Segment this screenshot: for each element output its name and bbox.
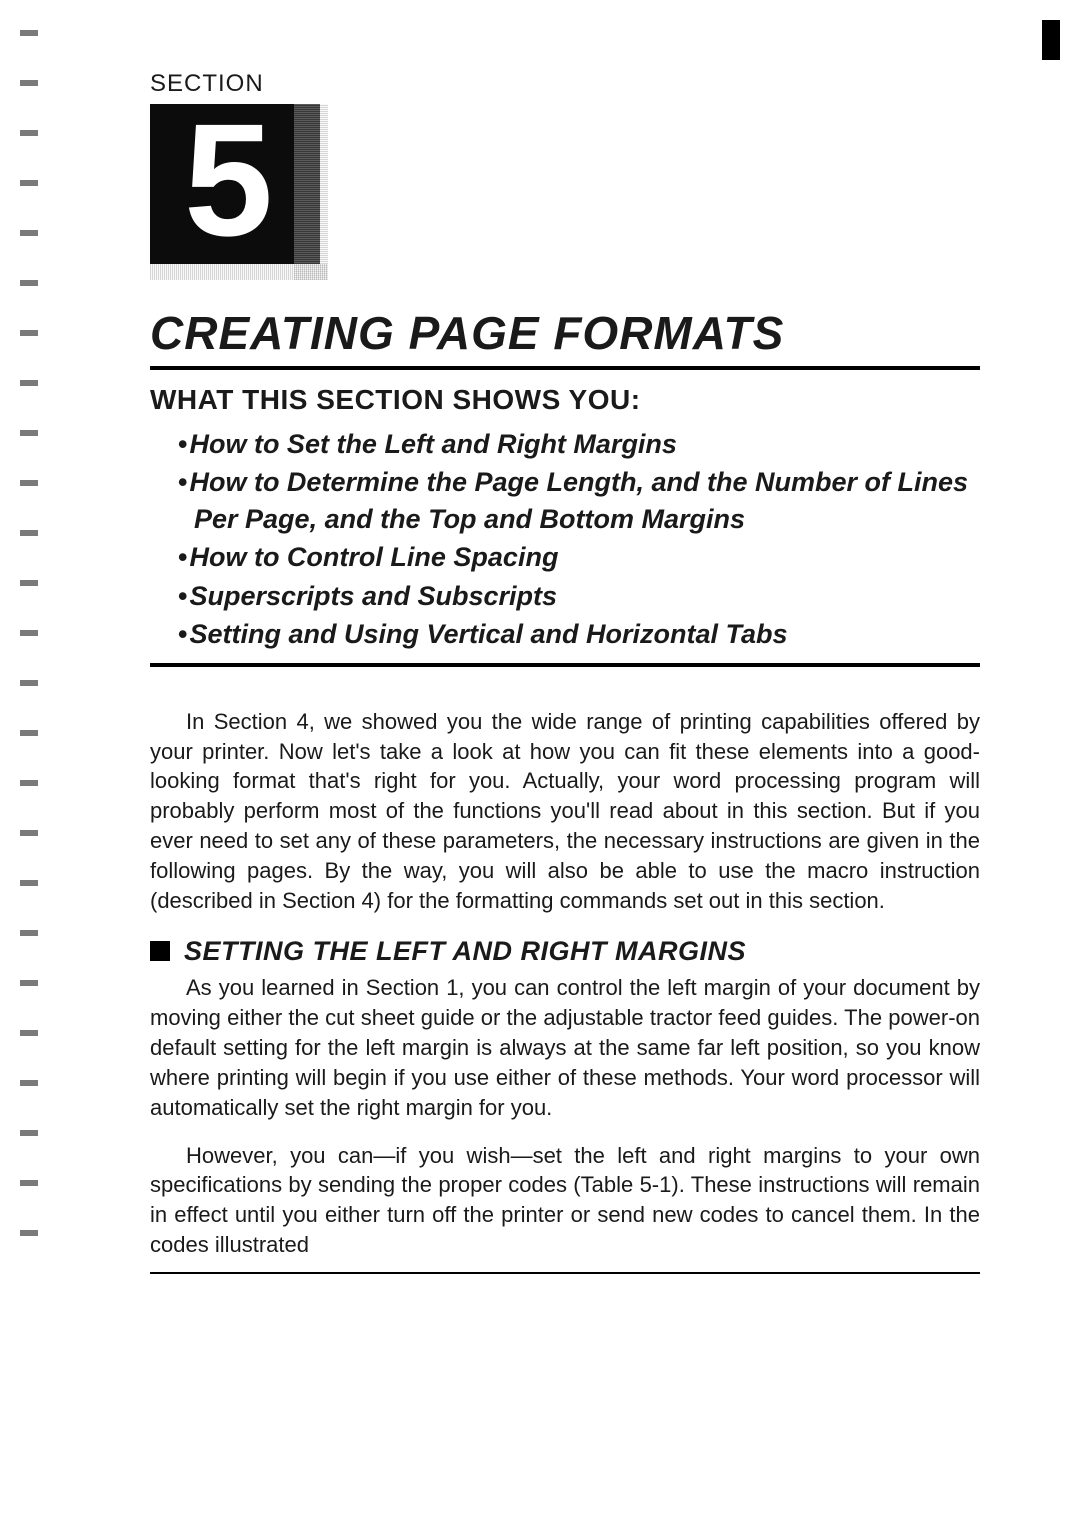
subheading-row: SETTING THE LEFT AND RIGHT MARGINS (150, 936, 980, 967)
square-bullet-icon (150, 941, 170, 961)
corner-black-mark (1042, 20, 1060, 60)
toc-text: How to Set the Left and Right Margins (189, 429, 677, 459)
section-label: SECTION (150, 70, 980, 98)
toc-text: Superscripts and Subscripts (189, 581, 557, 611)
bullet-icon: • (178, 581, 187, 611)
paragraph: In Section 4, we showed you the wide ran… (150, 707, 980, 916)
toc-item: •How to Set the Left and Right Margins (178, 426, 980, 462)
section-subtitle: WHAT THIS SECTION SHOWS YOU: (150, 384, 980, 416)
body-text: In Section 4, we showed you the wide ran… (150, 707, 980, 1275)
page-content: SECTION 5 CREATING PAGE FORMATS WHAT THI… (150, 70, 980, 1274)
box-shade-right (294, 104, 328, 280)
toc-item: •Superscripts and Subscripts (178, 578, 980, 614)
subheading: SETTING THE LEFT AND RIGHT MARGINS (184, 936, 746, 967)
paragraph: As you learned in Section 1, you can con… (150, 973, 980, 1123)
toc-underline (150, 663, 980, 667)
toc-text: How to Control Line Spacing (189, 542, 558, 572)
binding-marks (20, 30, 50, 1280)
section-number: 5 (184, 100, 273, 260)
bullet-icon: • (178, 429, 187, 459)
bullet-icon: • (178, 619, 187, 649)
bullet-icon: • (178, 467, 187, 497)
toc-text: How to Determine the Page Length, and th… (189, 467, 968, 533)
title-underline (150, 366, 980, 370)
paragraph: However, you can—if you wish—set the lef… (150, 1141, 980, 1261)
bullet-icon: • (178, 542, 187, 572)
toc-item: •How to Determine the Page Length, and t… (178, 464, 980, 537)
toc-item: •Setting and Using Vertical and Horizont… (178, 616, 980, 652)
toc-list: •How to Set the Left and Right Margins •… (150, 426, 980, 653)
page-title: CREATING PAGE FORMATS (150, 306, 980, 360)
toc-text: Setting and Using Vertical and Horizonta… (189, 619, 787, 649)
section-number-box: 5 (150, 104, 320, 264)
toc-item: •How to Control Line Spacing (178, 539, 980, 575)
footer-rule (150, 1272, 980, 1274)
